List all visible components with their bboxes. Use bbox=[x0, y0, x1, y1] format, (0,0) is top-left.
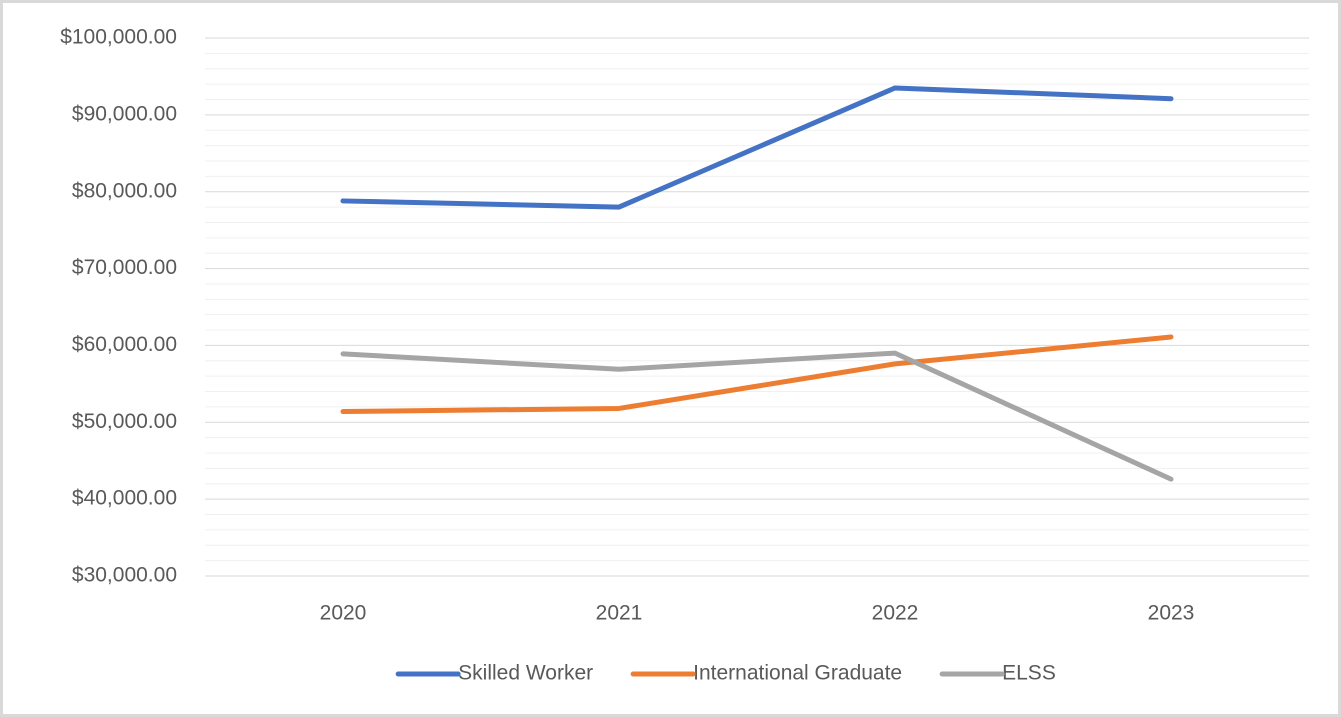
y-tick-label: $30,000.00 bbox=[72, 564, 177, 587]
y-tick-label: $70,000.00 bbox=[72, 256, 177, 279]
y-tick-label: $100,000.00 bbox=[60, 26, 177, 49]
series-line bbox=[340, 334, 1174, 415]
y-tick-label: $80,000.00 bbox=[72, 179, 177, 202]
legend-label: Skilled Worker bbox=[458, 662, 593, 685]
y-tick-label: $60,000.00 bbox=[72, 333, 177, 356]
x-tick-label: 2021 bbox=[596, 602, 643, 625]
x-tick-label: 2020 bbox=[320, 602, 367, 625]
y-tick-label: $90,000.00 bbox=[72, 102, 177, 125]
x-tick-label: 2023 bbox=[1148, 602, 1195, 625]
legend-label: ELSS bbox=[1002, 662, 1056, 685]
y-tick-label: $40,000.00 bbox=[72, 487, 177, 510]
series-line bbox=[340, 85, 1174, 210]
x-tick-label: 2022 bbox=[872, 602, 919, 625]
y-tick-label: $50,000.00 bbox=[72, 410, 177, 433]
legend-label: International Graduate bbox=[693, 662, 902, 685]
series-line bbox=[340, 350, 1174, 482]
